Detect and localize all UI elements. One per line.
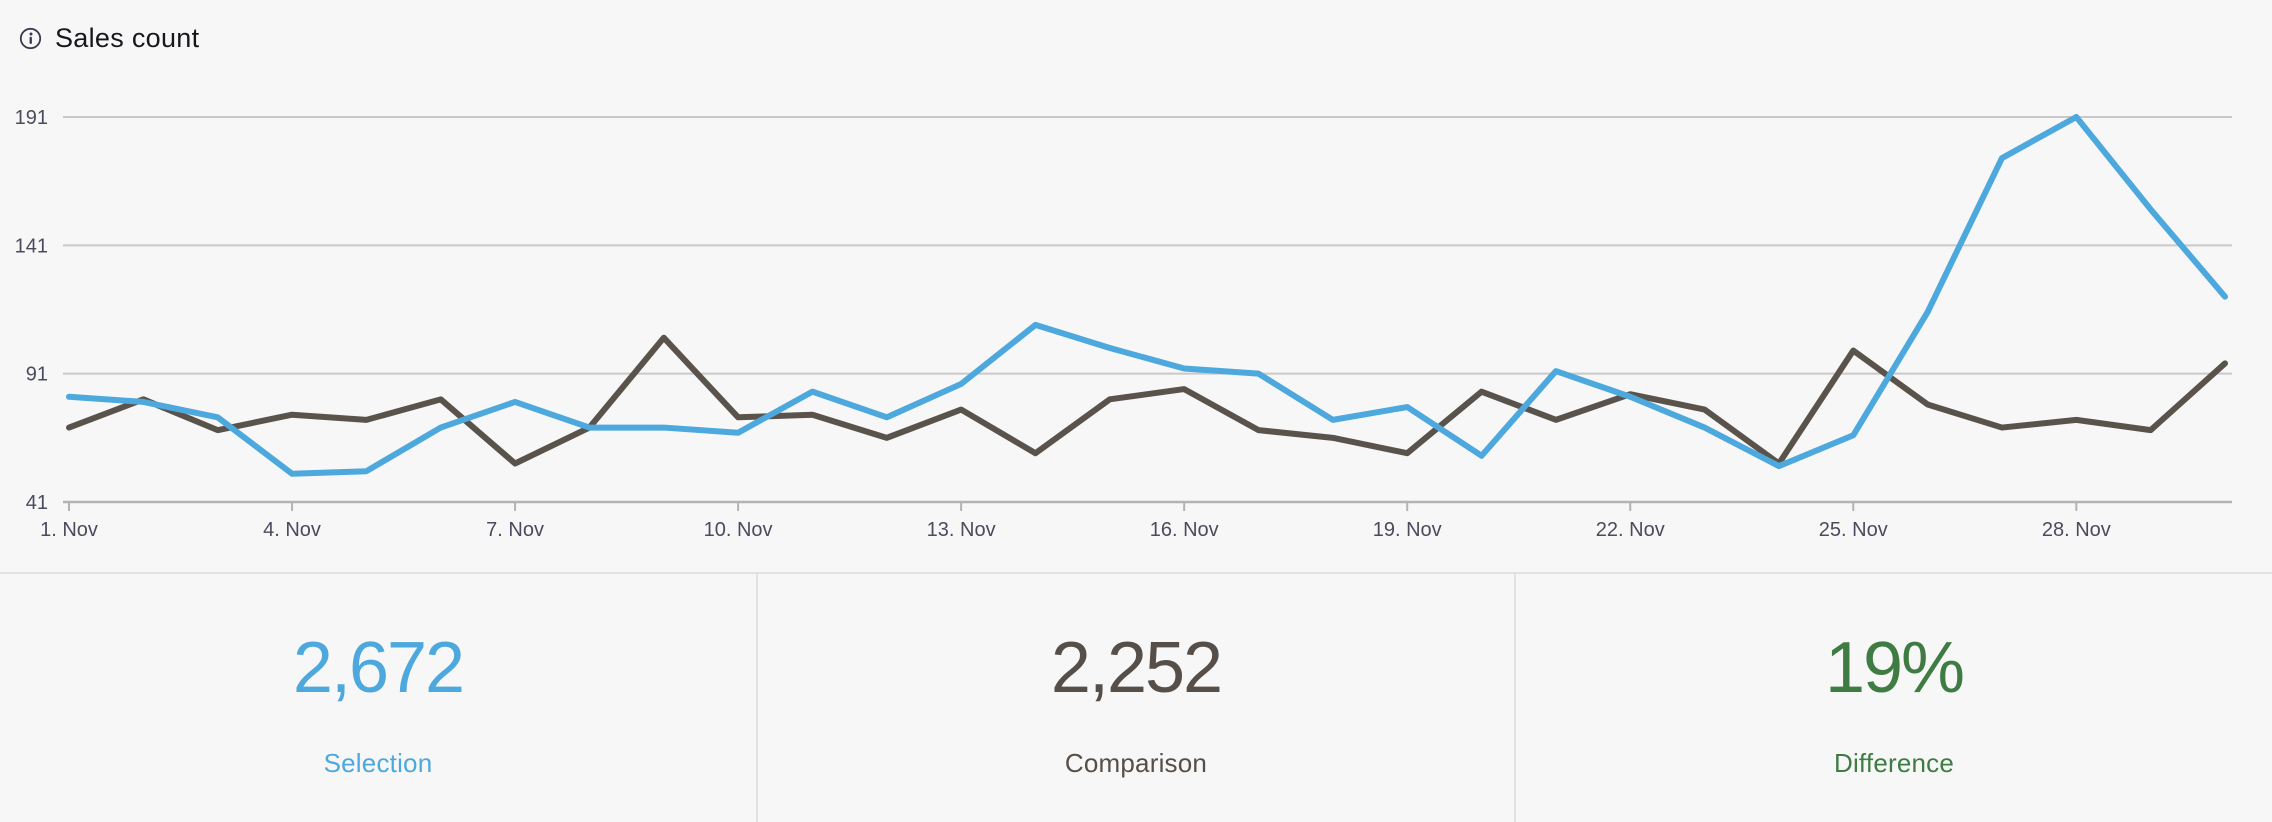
selection-label: Selection bbox=[323, 748, 433, 778]
difference-percent-value: 19% bbox=[1824, 628, 1965, 708]
summary-section: 2,672 Selection 2,252 Comparison 19% Dif… bbox=[0, 572, 2272, 822]
series-line-comparison[interactable] bbox=[66, 334, 2229, 467]
y-axis-label: 191 bbox=[15, 107, 48, 129]
x-axis-label: 4. Nov bbox=[263, 519, 321, 541]
comparison-label: Comparison bbox=[1064, 748, 1208, 778]
summary-panel-selection: 2,672 Selection bbox=[0, 574, 756, 822]
x-axis-label: 25. Nov bbox=[1819, 519, 1888, 541]
comparison-total-value: 2,252 bbox=[1050, 628, 1223, 708]
chart-header: Sales count bbox=[19, 23, 199, 54]
x-axis-label: 22. Nov bbox=[1596, 519, 1665, 541]
x-axis-label: 7. Nov bbox=[486, 519, 544, 541]
info-icon[interactable] bbox=[19, 27, 42, 50]
x-axis-label: 1. Nov bbox=[40, 519, 98, 541]
selection-total-value: 2,672 bbox=[292, 628, 465, 708]
chart-title: Sales count bbox=[55, 23, 200, 53]
summary-panel-comparison: 2,252 Comparison bbox=[756, 574, 1514, 822]
summary-panel-difference: 19% Difference bbox=[1514, 574, 2272, 822]
y-axis-label: 41 bbox=[26, 492, 48, 514]
y-axis-label: 91 bbox=[26, 364, 48, 386]
sales-line-chart[interactable]: 41 91 141 191 1. Nov 4. Nov 7. Nov 10. Nov 13. N… bbox=[0, 0, 2272, 572]
x-axis-label: 28. Nov bbox=[2042, 519, 2111, 541]
x-axis-label: 13. Nov bbox=[927, 519, 996, 541]
x-axis-label: 10. Nov bbox=[704, 519, 773, 541]
series-line-selection[interactable] bbox=[66, 114, 2229, 477]
y-axis-label: 141 bbox=[15, 235, 48, 257]
x-axis-label: 19. Nov bbox=[1373, 519, 1442, 541]
difference-label: Difference bbox=[1833, 748, 1955, 778]
x-axis-label: 16. Nov bbox=[1150, 519, 1219, 541]
